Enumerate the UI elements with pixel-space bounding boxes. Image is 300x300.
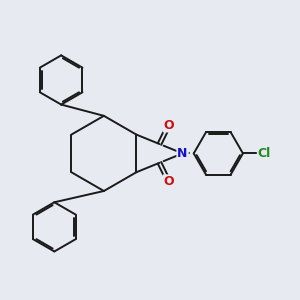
Text: Cl: Cl bbox=[258, 147, 271, 160]
Text: N: N bbox=[177, 147, 188, 160]
Text: O: O bbox=[164, 118, 174, 131]
Text: O: O bbox=[164, 175, 174, 188]
